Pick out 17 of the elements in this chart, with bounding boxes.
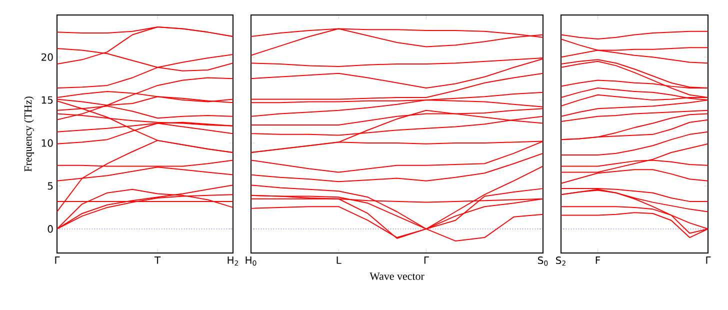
x-tick-label: T: [154, 256, 161, 264]
x-tick-label: H$_{2}$: [228, 256, 238, 266]
y-tick-label: 10: [42, 139, 53, 147]
y-tick-label: 15: [42, 96, 53, 104]
x-tick-label: Γ: [55, 256, 60, 264]
x-tick-label: Γ: [706, 256, 711, 264]
x-tick-label: Γ: [424, 256, 429, 264]
y-tick-label: 0: [48, 225, 53, 233]
y-axis-title: Frequency (THz): [24, 96, 34, 172]
x-tick-label: F: [596, 256, 600, 264]
x-axis-title: Wave vector: [370, 272, 424, 280]
x-tick-label: S$_{0}$: [538, 256, 548, 266]
y-tick-label: 20: [42, 53, 53, 61]
x-tick-label: H$_{0}$: [246, 256, 256, 266]
x-tick-label: S$_{2}$: [556, 256, 566, 266]
y-tick-label: 5: [48, 182, 53, 190]
x-tick-label: L: [336, 256, 342, 264]
